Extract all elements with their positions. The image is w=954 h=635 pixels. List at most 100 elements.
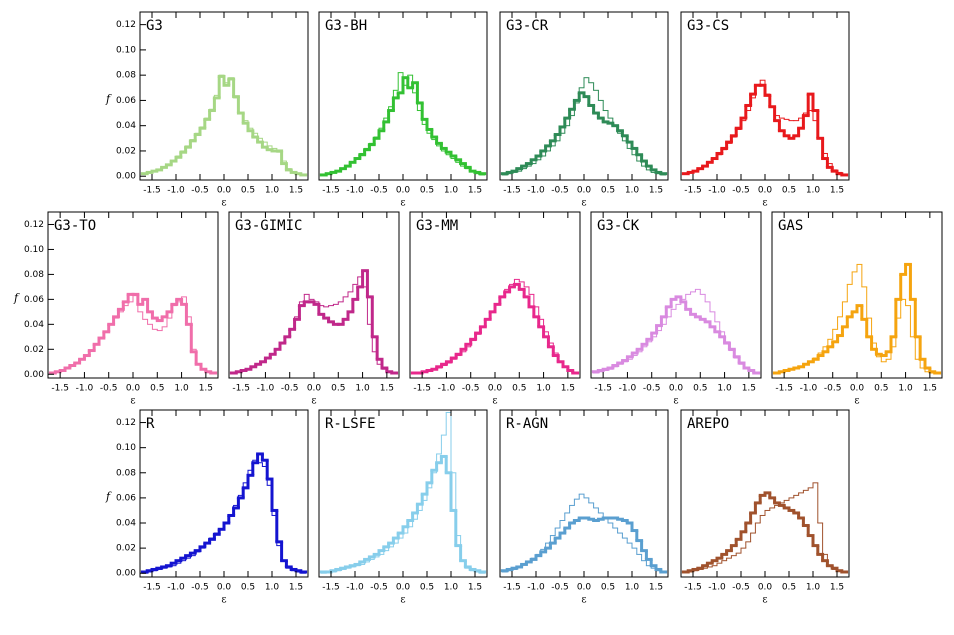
panel-frame: [771, 211, 943, 379]
x-tick-label: -1.0: [167, 186, 185, 196]
x-tick-label: 1.5: [380, 384, 394, 394]
y-tick-label: 0.02: [116, 146, 136, 156]
histogram-series: [682, 79, 848, 176]
panel: -1.5 -1.0 -0.5 0.0 0.5 1.0 1.5 ε G3-CK: [590, 211, 762, 407]
x-tick-label: -1.5: [51, 384, 69, 394]
x-tick-label: 0.0: [396, 186, 411, 196]
x-tick-label: 1.0: [625, 186, 640, 196]
x-tick-label: -1.0: [346, 583, 364, 593]
y-tick-label: 0.10: [24, 245, 44, 255]
histogram-series: [141, 459, 307, 574]
histogram-series: [411, 278, 579, 374]
x-tick-label: -1.5: [775, 384, 793, 394]
y-tick-label: 0.04: [24, 320, 44, 330]
x-tick-label: 1.5: [289, 186, 303, 196]
x-tick-label: 0.5: [874, 384, 888, 394]
panel: -1.5 -1.0 -0.5 0.0 0.5 1.0 1.5 ε AREPO: [680, 409, 850, 606]
y-axis-label: f: [105, 92, 112, 105]
x-axis-label: ε: [581, 198, 586, 209]
x-axis-label: ε: [854, 396, 859, 407]
y-tick-label: 0.00: [116, 569, 136, 579]
x-axis-label: ε: [581, 595, 586, 606]
x-tick-label: -1.0: [708, 186, 726, 196]
histogram-series: [773, 263, 941, 374]
x-tick-label: -0.5: [732, 583, 750, 593]
panel-title: G3-CS: [687, 18, 729, 34]
x-tick-label: 0.0: [488, 384, 503, 394]
x-tick-label: -0.5: [551, 186, 569, 196]
y-tick-label: 0.08: [24, 270, 44, 280]
y-tick-label: 0.04: [116, 519, 136, 529]
histogram-series: [229, 269, 399, 375]
x-tick-label: 1.5: [830, 186, 844, 196]
x-tick-label: -0.5: [732, 186, 750, 196]
x-tick-label: -1.0: [346, 186, 364, 196]
x-tick-label: -1.0: [257, 384, 275, 394]
histogram-series: [501, 493, 667, 573]
x-tick-label: 0.5: [782, 186, 796, 196]
y-tick-label: 0.00: [116, 172, 136, 182]
x-tick-label: 1.5: [649, 186, 663, 196]
panel-title: G3-CR: [506, 18, 549, 34]
x-tick-label: 0.5: [241, 186, 255, 196]
panel-title: G3: [146, 18, 163, 34]
x-tick-label: 0.0: [126, 384, 141, 394]
x-axis-label: ε: [221, 198, 226, 209]
x-tick-label: -1.0: [800, 384, 818, 394]
x-axis-label: ε: [400, 198, 405, 209]
x-tick-label: -1.0: [708, 583, 726, 593]
x-tick-label: 1.0: [625, 583, 640, 593]
histogram-series: [230, 276, 398, 374]
x-tick-label: -1.5: [684, 186, 702, 196]
x-tick-label: -1.0: [76, 384, 94, 394]
x-axis-label: ε: [130, 396, 135, 407]
x-tick-label: 1.5: [561, 384, 575, 394]
histogram-series: [320, 412, 486, 574]
y-tick-label: 0.00: [24, 370, 44, 380]
x-axis-label: ε: [311, 396, 316, 407]
x-tick-label: 0.5: [420, 186, 434, 196]
x-tick-label: -0.5: [462, 384, 480, 394]
x-tick-label: 1.0: [717, 384, 732, 394]
panel: -1.5 -1.0 -0.5 0.0 0.5 1.0 1.5 ε G3-BH: [318, 11, 488, 209]
x-tick-label: 0.5: [782, 583, 796, 593]
y-tick-label: 0.06: [116, 96, 136, 106]
x-tick-label: 1.0: [265, 186, 280, 196]
x-tick-label: -0.5: [643, 384, 661, 394]
histogram-series: [501, 77, 667, 176]
x-tick-label: 1.0: [444, 186, 459, 196]
x-tick-label: -0.5: [100, 384, 118, 394]
x-tick-label: -0.5: [191, 186, 209, 196]
x-tick-label: 1.5: [289, 583, 303, 593]
x-tick-label: -1.0: [527, 583, 545, 593]
x-tick-label: 0.5: [601, 583, 615, 593]
histogram-series: [320, 72, 486, 176]
histogram-series: [141, 74, 307, 176]
panel-title: R-AGN: [506, 416, 548, 432]
x-tick-label: 0.0: [669, 384, 684, 394]
x-tick-label: 1.5: [199, 384, 213, 394]
histogram-series: [49, 295, 217, 374]
x-tick-label: -1.5: [143, 583, 161, 593]
x-tick-label: 0.0: [307, 384, 322, 394]
x-tick-label: 1.5: [468, 583, 482, 593]
x-tick-label: -1.0: [527, 186, 545, 196]
x-tick-label: 1.0: [444, 583, 459, 593]
x-tick-label: 0.0: [577, 186, 592, 196]
x-tick-label: -0.5: [370, 186, 388, 196]
panel: -1.5 -1.0 -0.5 0.0 0.5 1.0 1.5 ε G3-CS: [680, 11, 850, 209]
x-tick-label: 0.0: [850, 384, 865, 394]
panel-frame: [228, 211, 400, 379]
x-tick-label: 1.5: [742, 384, 756, 394]
x-tick-label: -0.5: [370, 583, 388, 593]
y-tick-label: 0.10: [116, 45, 136, 55]
y-tick-label: 0.06: [24, 295, 44, 305]
x-tick-label: -0.5: [281, 384, 299, 394]
x-tick-label: 0.5: [693, 384, 707, 394]
x-tick-label: -1.5: [322, 186, 340, 196]
panel-title: R: [146, 416, 155, 432]
x-tick-label: -1.5: [594, 384, 612, 394]
x-tick-label: 0.0: [758, 186, 773, 196]
panel-title: R-LSFE: [325, 416, 376, 432]
y-tick-label: 0.02: [116, 544, 136, 554]
